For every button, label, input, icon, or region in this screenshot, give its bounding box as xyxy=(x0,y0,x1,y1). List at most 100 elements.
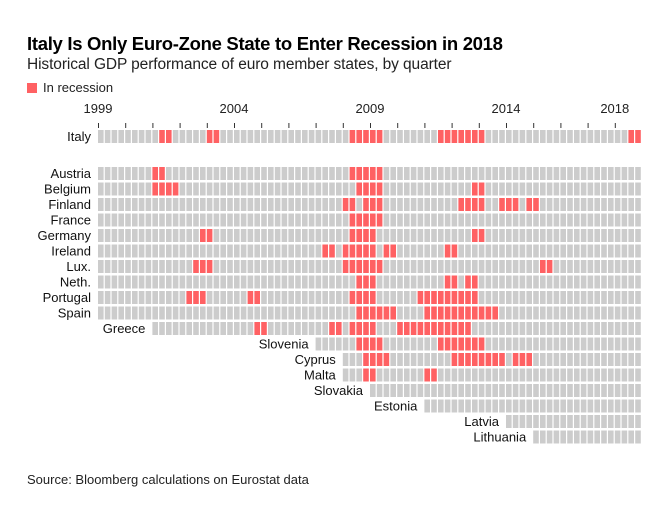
cell-normal xyxy=(458,244,464,258)
cell-normal xyxy=(560,399,566,413)
cell-recession xyxy=(247,291,254,304)
cell-normal xyxy=(587,368,594,382)
cell-normal xyxy=(458,384,464,397)
cell-normal xyxy=(410,130,417,143)
cell-normal xyxy=(594,244,600,258)
cell-normal xyxy=(308,198,315,211)
cell-normal xyxy=(506,384,512,397)
cell-recession xyxy=(383,244,390,258)
cell-normal xyxy=(397,275,403,289)
cell-normal xyxy=(268,291,274,304)
cell-normal xyxy=(410,260,417,273)
cell-recession xyxy=(431,291,437,304)
cell-normal xyxy=(451,182,458,196)
cell-recession xyxy=(472,229,478,242)
cell-normal xyxy=(417,260,424,273)
cell-recession xyxy=(376,198,383,211)
cell-normal xyxy=(247,275,254,289)
cell-normal xyxy=(567,291,573,304)
cell-normal xyxy=(179,198,186,211)
cell-normal xyxy=(567,306,573,320)
cell-normal xyxy=(492,198,498,211)
cell-recession xyxy=(519,353,526,366)
cell-normal xyxy=(444,182,451,196)
cell-normal xyxy=(458,182,464,196)
cell-normal xyxy=(132,229,138,242)
cell-normal xyxy=(567,198,573,211)
cell-normal xyxy=(567,213,573,227)
cell-normal xyxy=(220,291,226,304)
cell-recession xyxy=(376,213,383,227)
cell-normal xyxy=(302,275,308,289)
cell-normal xyxy=(152,260,158,273)
cell-normal xyxy=(567,260,573,273)
cell-normal xyxy=(512,244,519,258)
cell-normal xyxy=(200,306,206,320)
cell-normal xyxy=(234,244,240,258)
cell-normal xyxy=(601,337,607,351)
cell-normal xyxy=(193,275,199,289)
cell-normal xyxy=(308,167,315,180)
cell-normal xyxy=(104,306,111,320)
cell-normal xyxy=(451,213,458,227)
cell-normal xyxy=(125,167,131,180)
cell-recession xyxy=(472,291,478,304)
cell-normal xyxy=(302,182,308,196)
cell-normal xyxy=(540,384,546,397)
cell-normal xyxy=(601,306,607,320)
cell-normal xyxy=(546,322,553,335)
cell-normal xyxy=(580,167,587,180)
cell-normal xyxy=(383,291,390,304)
cell-recession xyxy=(349,229,356,242)
cell-normal xyxy=(512,260,519,273)
cell-normal xyxy=(281,213,288,227)
cell-normal xyxy=(206,291,213,304)
cell-normal xyxy=(438,275,444,289)
cell-normal xyxy=(621,430,628,444)
cell-normal xyxy=(329,198,335,211)
cell-normal xyxy=(533,368,539,382)
cell-normal xyxy=(574,415,580,428)
cell-normal xyxy=(608,322,614,335)
cell-recession xyxy=(206,130,213,143)
cell-normal xyxy=(506,368,512,382)
cell-normal xyxy=(608,260,614,273)
cell-normal xyxy=(302,260,308,273)
cell-normal xyxy=(635,275,641,289)
cell-normal xyxy=(635,415,641,428)
cell-normal xyxy=(601,213,607,227)
cell-recession xyxy=(370,353,376,366)
cell-normal xyxy=(499,244,505,258)
cell-normal xyxy=(288,229,294,242)
cell-normal xyxy=(288,182,294,196)
cell-normal xyxy=(349,353,356,366)
cell-normal xyxy=(587,198,594,211)
cell-normal xyxy=(601,275,607,289)
cell-normal xyxy=(431,384,437,397)
row-label: Finland xyxy=(48,197,91,212)
cell-normal xyxy=(336,337,342,351)
cell-normal xyxy=(458,399,464,413)
cell-normal xyxy=(410,229,417,242)
cell-normal xyxy=(451,167,458,180)
cell-recession xyxy=(363,306,369,320)
cell-recession xyxy=(438,337,444,351)
cell-normal xyxy=(397,260,403,273)
cell-normal xyxy=(356,368,362,382)
cell-normal xyxy=(451,260,458,273)
cell-normal xyxy=(417,306,424,320)
cell-normal xyxy=(145,130,152,143)
cell-normal xyxy=(288,260,294,273)
cell-normal xyxy=(560,260,566,273)
cell-normal xyxy=(574,291,580,304)
cell-normal xyxy=(261,130,267,143)
cell-normal xyxy=(390,167,396,180)
cell-normal xyxy=(234,130,240,143)
cell-normal xyxy=(288,291,294,304)
cell-normal xyxy=(132,182,138,196)
cell-normal xyxy=(512,384,519,397)
cell-normal xyxy=(417,275,424,289)
cell-normal xyxy=(492,337,498,351)
row-label: Lithuania xyxy=(473,430,527,445)
cell-normal xyxy=(608,130,614,143)
